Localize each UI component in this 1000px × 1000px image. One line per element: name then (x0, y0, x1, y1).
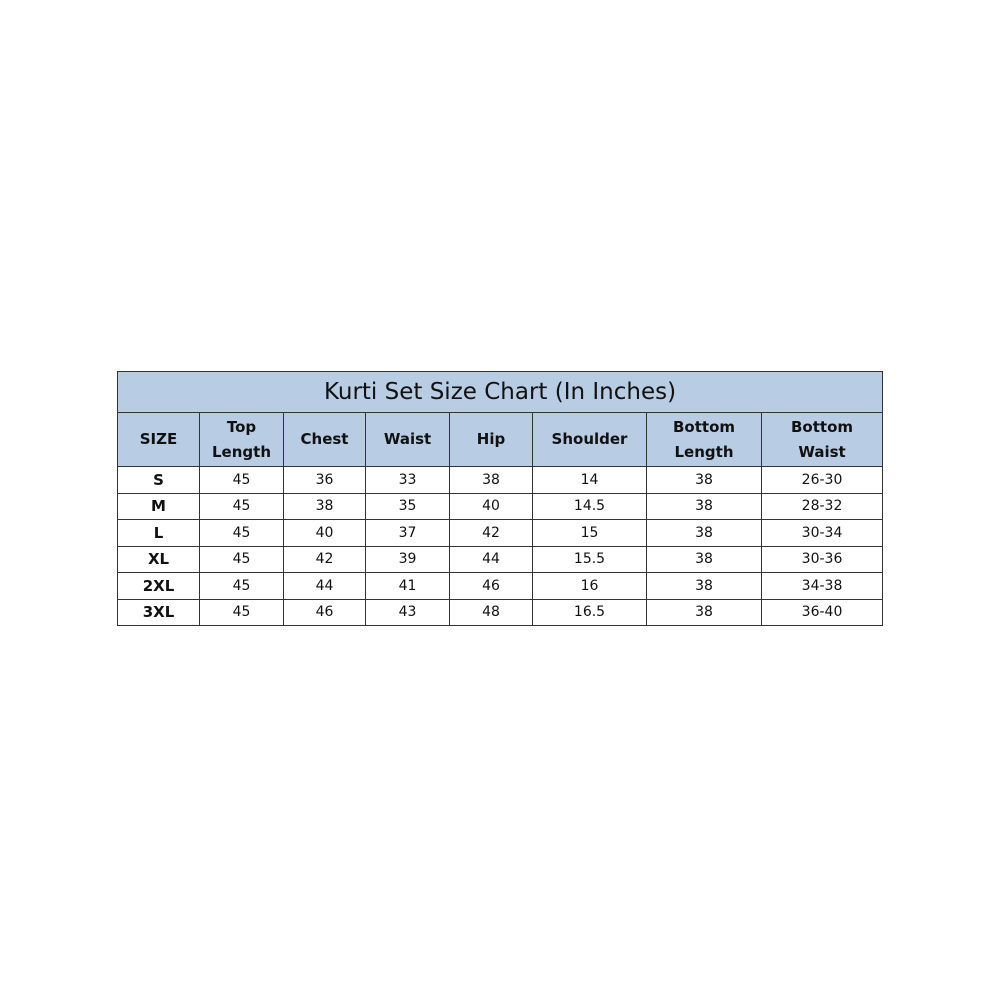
value-cell: 43 (365, 598, 450, 626)
value-cell: 45 (199, 519, 284, 547)
column-header: Hip (449, 412, 533, 467)
table-row: 3XL 45 46 43 48 16.5 38 36-40 (117, 598, 884, 626)
value-cell: 35 (365, 492, 450, 520)
value-cell: 42 (283, 545, 366, 573)
value-cell: 33 (365, 466, 450, 494)
value-cell: 38 (646, 466, 762, 494)
value-cell: 45 (199, 466, 284, 494)
column-header: Shoulder (532, 412, 647, 467)
table-title: Kurti Set Size Chart (In Inches) (116, 371, 884, 413)
value-cell: 30-36 (760, 545, 884, 573)
size-cell: S (117, 466, 200, 494)
size-cell: XL (117, 545, 200, 573)
value-cell: 30-34 (760, 519, 884, 547)
value-cell: 36-40 (760, 598, 884, 626)
value-cell: 40 (449, 492, 533, 520)
value-cell: 38 (646, 598, 762, 626)
value-cell: 14.5 (532, 492, 647, 520)
value-cell: 28-32 (760, 492, 884, 520)
value-cell: 45 (199, 492, 284, 520)
value-cell: 40 (283, 519, 366, 547)
column-header: Bottom Length (646, 412, 762, 467)
value-cell: 16 (532, 572, 647, 600)
value-cell: 38 (646, 545, 762, 573)
value-cell: 38 (646, 519, 762, 547)
column-header: Chest (283, 412, 366, 467)
value-cell: 39 (365, 545, 450, 573)
value-cell: 45 (199, 572, 284, 600)
value-cell: 42 (449, 519, 533, 547)
value-cell: 45 (199, 545, 284, 573)
size-cell: 2XL (117, 572, 200, 600)
value-cell: 44 (283, 572, 366, 600)
size-chart-table: Kurti Set Size Chart (In Inches) SIZE Top… (116, 371, 884, 626)
value-cell: 26-30 (760, 466, 884, 494)
table-row: M 45 38 35 40 14.5 38 28-32 (117, 492, 884, 520)
value-cell: 46 (449, 572, 533, 600)
value-cell: 37 (365, 519, 450, 547)
value-cell: 38 (646, 492, 762, 520)
value-cell: 34-38 (760, 572, 884, 600)
header-row: SIZE Top Length Chest Waist Hip Shoulder Bottom… (117, 412, 884, 467)
table-row: S 45 36 33 38 14 38 26-30 (117, 466, 884, 494)
value-cell: 16.5 (532, 598, 647, 626)
value-cell: 38 (449, 466, 533, 494)
column-header: Top Length (199, 412, 284, 467)
value-cell: 48 (449, 598, 533, 626)
value-cell: 38 (646, 572, 762, 600)
value-cell: 45 (199, 598, 284, 626)
value-cell: 44 (449, 545, 533, 573)
value-cell: 15.5 (532, 545, 647, 573)
value-cell: 36 (283, 466, 366, 494)
table-row: 2XL 45 44 41 46 16 38 34-38 (117, 572, 884, 600)
value-cell: 15 (532, 519, 647, 547)
size-cell: M (117, 492, 200, 520)
column-header: Waist (365, 412, 450, 467)
value-cell: 38 (283, 492, 366, 520)
value-cell: 46 (283, 598, 366, 626)
value-cell: 41 (365, 572, 450, 600)
column-header: SIZE (117, 412, 200, 467)
column-header: Bottom Waist (760, 412, 884, 467)
size-cell: L (117, 519, 200, 547)
table-row: XL 45 42 39 44 15.5 38 30-36 (117, 545, 884, 573)
value-cell: 14 (532, 466, 647, 494)
table-body: S 45 36 33 38 14 38 26-30 M 45 38 35 40 14.5 38 28-32 L 4… (117, 466, 884, 626)
size-cell: 3XL (117, 598, 200, 626)
table-row: L 45 40 37 42 15 38 30-34 (117, 519, 884, 547)
